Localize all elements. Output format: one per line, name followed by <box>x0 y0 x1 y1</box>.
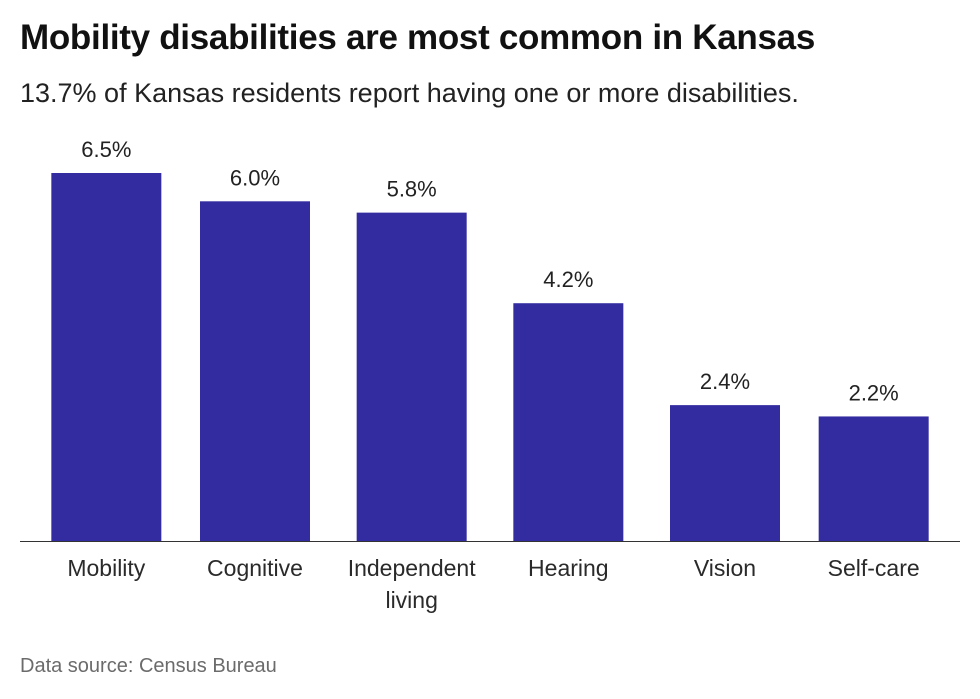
category-label: Independent <box>348 555 477 581</box>
bar-self-care <box>818 416 929 541</box>
bar-cognitive <box>200 201 310 542</box>
data-label: 6.0% <box>230 165 280 190</box>
bar-chart: 6.5% Mobility 6.0% Cognitive 5.8% Independent… <box>20 137 960 613</box>
category-label: Vision <box>694 555 756 581</box>
bar-mobility <box>51 173 162 541</box>
bar-independent-living <box>356 212 467 541</box>
data-source: Data source: Census Bureau <box>20 655 277 677</box>
bar-vision <box>670 405 780 541</box>
data-label: 5.8% <box>387 177 437 202</box>
data-label: 2.4% <box>700 369 750 394</box>
chart-subtitle: 13.7% of Kansas residents report having … <box>20 78 799 108</box>
category-label: living <box>385 587 437 613</box>
data-label: 6.5% <box>81 137 131 162</box>
chart-title: Mobility disabilities are most common in… <box>20 18 815 57</box>
data-label: 4.2% <box>543 267 593 292</box>
category-label: Hearing <box>528 555 609 581</box>
data-label: 2.2% <box>849 380 899 405</box>
category-label: Self-care <box>828 555 920 581</box>
category-label: Cognitive <box>207 555 303 581</box>
category-label: Mobility <box>67 555 145 581</box>
bar-hearing <box>513 303 624 541</box>
